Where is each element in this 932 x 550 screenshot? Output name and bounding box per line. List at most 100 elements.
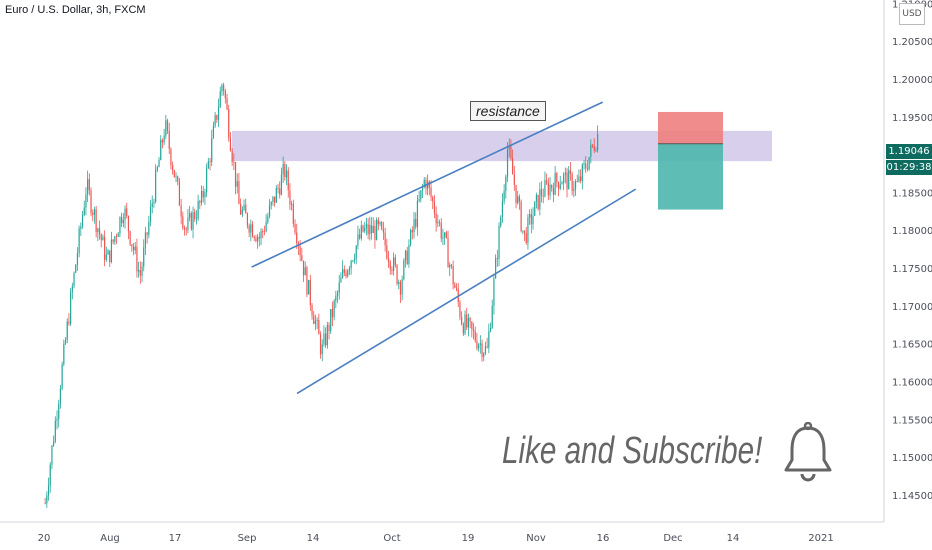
candle <box>268 199 271 219</box>
candle <box>432 195 434 210</box>
candle <box>214 111 216 128</box>
candle <box>437 214 439 228</box>
candle <box>66 318 68 344</box>
candle <box>576 174 578 183</box>
candle <box>110 231 113 264</box>
candle <box>440 218 442 243</box>
candle <box>80 222 82 237</box>
candle <box>241 206 243 218</box>
candle <box>217 98 220 128</box>
candle <box>313 311 315 325</box>
candle <box>461 311 463 326</box>
candle <box>131 244 133 252</box>
candle <box>301 247 303 262</box>
candle <box>158 157 160 168</box>
price-tick-label: 1.16000 <box>892 378 932 389</box>
candle <box>394 254 396 268</box>
price-tick-label: 1.20000 <box>892 75 932 86</box>
current-price-tag: 1.19046 <box>886 143 932 159</box>
candle <box>58 399 60 428</box>
candle <box>284 161 286 181</box>
candle <box>75 264 77 274</box>
time-tick-label: Dec <box>663 533 682 544</box>
candle <box>88 173 90 196</box>
candle <box>478 343 480 352</box>
candle <box>95 206 97 238</box>
time-tick-label: Aug <box>100 533 120 544</box>
candle <box>85 187 87 216</box>
candle <box>364 221 366 234</box>
candle <box>506 142 509 183</box>
stop-loss-zone[interactable] <box>658 111 723 144</box>
candle <box>70 288 72 326</box>
candle <box>552 182 555 203</box>
candle <box>393 252 395 276</box>
candle <box>299 239 301 262</box>
candle <box>117 232 119 237</box>
candle <box>199 199 201 210</box>
candle <box>355 244 357 265</box>
candle <box>406 246 408 265</box>
candle <box>523 230 526 242</box>
candle <box>129 230 131 247</box>
candle <box>121 212 123 227</box>
candle <box>68 313 70 326</box>
candle <box>525 226 527 245</box>
candle <box>527 213 529 250</box>
candle <box>500 215 502 228</box>
candle <box>438 219 441 227</box>
candle <box>236 173 238 194</box>
candle <box>221 83 223 96</box>
candle <box>568 166 570 190</box>
time-tick-label: 14 <box>307 533 320 544</box>
candle <box>542 188 544 204</box>
candle <box>544 171 546 198</box>
bell-icon[interactable] <box>782 422 834 486</box>
candle <box>396 263 398 286</box>
candle <box>234 162 237 195</box>
candle <box>362 224 364 233</box>
candle <box>275 185 277 203</box>
candle <box>98 220 101 240</box>
candle <box>49 462 51 493</box>
price-tick-label: 1.15500 <box>892 415 932 426</box>
candle <box>267 212 269 225</box>
candle <box>551 184 553 192</box>
take-profit-zone[interactable] <box>658 143 723 210</box>
candle <box>464 310 466 336</box>
candle <box>78 225 80 258</box>
candle <box>119 216 121 238</box>
candle <box>260 228 262 246</box>
candle <box>410 228 412 247</box>
candle <box>253 235 255 242</box>
candle <box>112 239 114 245</box>
candle <box>581 162 583 190</box>
candle <box>87 170 89 203</box>
candle <box>510 139 512 161</box>
candle <box>474 326 476 343</box>
candle <box>274 196 276 207</box>
candle <box>359 228 361 240</box>
candle <box>126 202 128 219</box>
channel-upper-line[interactable] <box>251 101 604 268</box>
candle <box>561 180 563 185</box>
candle <box>571 171 573 196</box>
candle <box>389 259 391 275</box>
candle <box>529 209 531 225</box>
candle <box>195 210 198 225</box>
channel-lower-line[interactable] <box>296 188 637 395</box>
candle <box>452 260 454 290</box>
candle <box>212 121 215 139</box>
candle <box>590 139 592 164</box>
candle <box>595 146 597 153</box>
candle <box>335 290 337 309</box>
candle <box>285 164 288 186</box>
price-tick-label: 1.16500 <box>892 340 932 351</box>
candle <box>76 247 79 271</box>
candle <box>323 325 325 347</box>
candle <box>333 298 335 321</box>
candle <box>501 193 504 223</box>
candle <box>496 249 498 267</box>
candle <box>61 361 63 391</box>
